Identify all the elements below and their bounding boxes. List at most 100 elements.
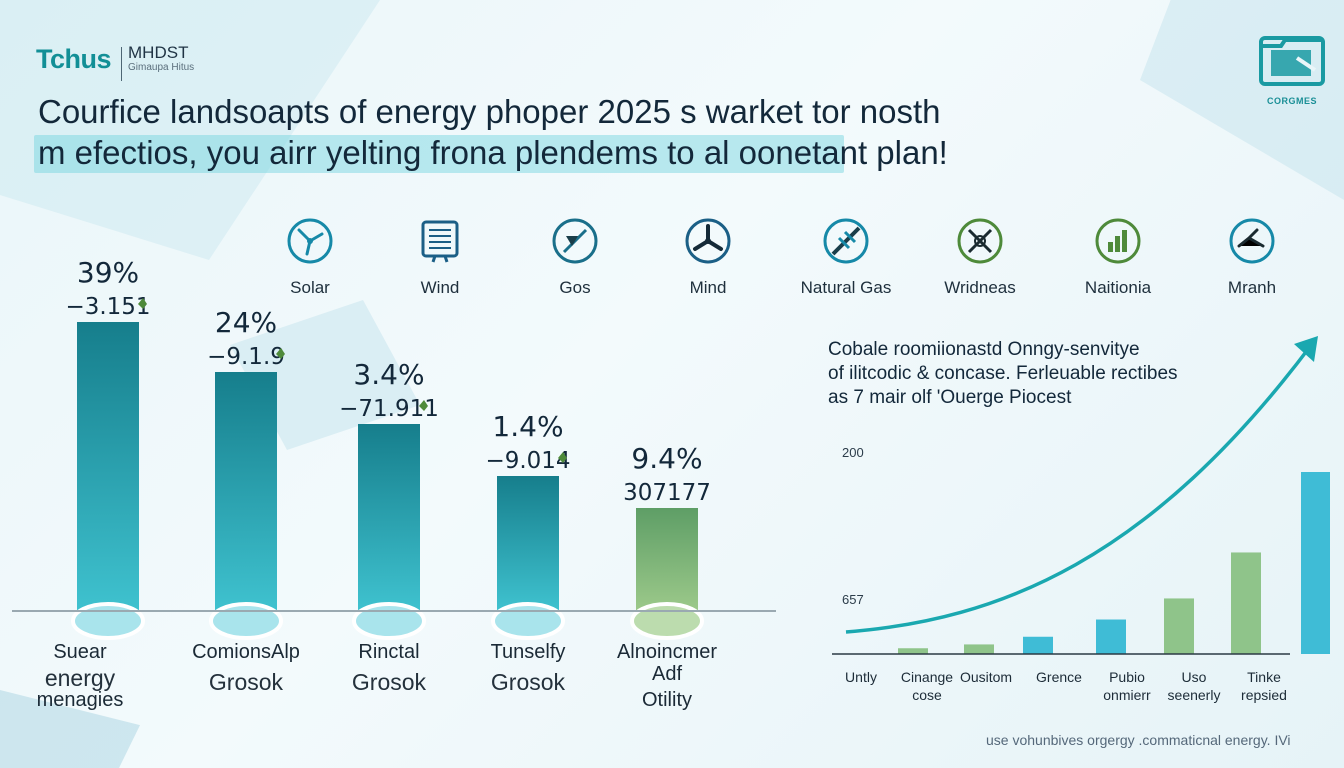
category-label: Rinctal [358, 641, 419, 663]
icon-label: Gos [559, 278, 591, 297]
turbine-icon [685, 218, 731, 264]
leaf-icon [419, 400, 428, 411]
leaf-icon [558, 452, 567, 463]
tap-icon [1229, 218, 1275, 264]
icon-label: Solar [290, 278, 330, 297]
brand-logo[interactable]: Tchus MHDST Gimaupa Hitus [36, 44, 194, 81]
bar-group[interactable]: 24% −9.1.9 ComionsAlp Grosok [192, 306, 300, 695]
brand-name: Tchus [36, 44, 112, 74]
category-label: Otility [642, 689, 692, 711]
bar-value-label: 3.4% [353, 358, 424, 391]
bar-sub-label: −3.151 [65, 294, 150, 320]
right-category-label: Cinange [901, 669, 953, 685]
bar-base [209, 602, 283, 640]
right-category-label: Uso [1182, 669, 1207, 685]
bar-base [352, 602, 426, 640]
right-category-label: seenerly [1168, 687, 1221, 703]
right-bar [1096, 619, 1126, 654]
category-label: Alnoincmer [617, 641, 717, 663]
right-chart-title-line-2: of ilitcodic & concase. Ferleuable recti… [828, 363, 1178, 384]
bar-sub-label: −9.1.9 [207, 344, 285, 370]
icon-item-mind[interactable]: Mind [648, 216, 768, 298]
right-bar-group[interactable]: Untly [845, 648, 928, 685]
y-tick-label: 657 [842, 592, 864, 607]
right-category-label: cose [912, 687, 942, 703]
bar [636, 508, 698, 611]
icon-label: Naitionia [1084, 278, 1152, 297]
headline-line-1: Courfice landsoapts of energy phoper 202… [38, 93, 941, 130]
right-bar-group[interactable]: Tinke repsied [1241, 472, 1330, 703]
corner-logo-label: CORGMES [1266, 96, 1317, 106]
icon-item-wridneas[interactable]: Wridneas [920, 216, 1040, 298]
headline: Courfice landsoapts of energy phoper 202… [34, 92, 1118, 173]
bar [358, 424, 420, 611]
brand-sub-bottom: Gimaupa Hitus [128, 62, 195, 73]
right-category-label: Pubio [1109, 669, 1145, 685]
icon-item-gos[interactable]: Gos [515, 216, 635, 298]
icon-item-naitionia[interactable]: Naitionia [1058, 216, 1178, 298]
bar-sub-label: −9.014 [485, 448, 570, 474]
right-bar [1231, 552, 1261, 654]
category-label: Grosok [209, 669, 284, 695]
bar-value-label: 39% [77, 256, 139, 289]
folder-icon [1259, 36, 1325, 86]
icon-label: Natural Gas [800, 278, 892, 297]
tools-icon [957, 218, 1003, 264]
right-category-label: Ousitom [960, 669, 1012, 685]
category-label: Adf [652, 663, 682, 685]
icon-item-natural-gas[interactable]: Natural Gas [786, 216, 906, 298]
corner-logo[interactable]: CORGMES [1250, 30, 1334, 112]
bar [77, 322, 139, 611]
pipeline-icon [823, 218, 869, 264]
chart-icon [1095, 218, 1141, 264]
right-bar-group[interactable]: Uso seenerly [1168, 552, 1261, 703]
right-bar [1301, 472, 1330, 654]
right-bar-group[interactable]: Cinange cose [901, 644, 994, 703]
icon-label: Wridneas [944, 278, 1016, 297]
right-category-label: onmierr [1103, 687, 1151, 703]
panel-icon [421, 220, 459, 263]
right-category-label: Tinke [1247, 669, 1281, 685]
icon-item-solar[interactable]: Solar [250, 216, 370, 298]
brand-subtitle: MHDST Gimaupa Hitus [128, 44, 194, 73]
brand-sub-top: MHDST [128, 43, 189, 62]
right-bar [1164, 598, 1194, 654]
bar-base [71, 602, 145, 640]
icon-label: Mind [689, 278, 727, 297]
bar-base [491, 602, 565, 640]
category-label: energy [45, 665, 116, 691]
icon-item-wind[interactable]: Wind [380, 216, 500, 298]
right-bar-group[interactable]: Grence [1036, 619, 1126, 685]
category-label: Tunselfy [491, 641, 566, 663]
icon-label: Mranh [1227, 278, 1277, 297]
slash-icon [552, 218, 598, 264]
footer-source: use vohunbives orgergy .commaticnal ener… [986, 732, 1291, 748]
right-category-label: repsied [1241, 687, 1287, 703]
headline-line-2: m efectios, you airr yelting frona plend… [34, 133, 948, 173]
right-bar [898, 648, 928, 654]
bar-value-label: 1.4% [492, 410, 563, 443]
right-bar-group[interactable]: Ousitom [960, 636, 1053, 685]
right-category-label: Grence [1036, 669, 1082, 685]
category-label: menagies [37, 689, 124, 711]
bar-group[interactable]: 1.4% −9.014 Tunselfy Grosok [485, 410, 570, 695]
icon-item-mranh[interactable]: Mranh [1192, 216, 1312, 298]
leaf-icon [138, 298, 147, 309]
bar-value-label: 24% [215, 306, 277, 339]
right-chart-title: Cobale roomiionastd Onngy-senvitye of il… [828, 338, 1298, 410]
bar [215, 372, 277, 611]
bar-sub-label: 307177 [623, 480, 711, 506]
trend-curve [845, 342, 1314, 634]
right-bar [1023, 636, 1053, 654]
brand-divider [121, 47, 123, 81]
right-bar-group[interactable]: Pubio onmierr [1103, 598, 1194, 703]
right-chart-title-line-1: Cobale roomiionastd Onngy-senvitye [828, 339, 1140, 360]
right-chart-title-line-3: as 7 mair olf 'Ouerge Piocest [828, 387, 1072, 408]
bar-value-label: 9.4% [631, 442, 702, 475]
category-label: Grosok [352, 669, 427, 695]
right-category-label: Untly [845, 669, 877, 685]
right-bar [964, 644, 994, 654]
